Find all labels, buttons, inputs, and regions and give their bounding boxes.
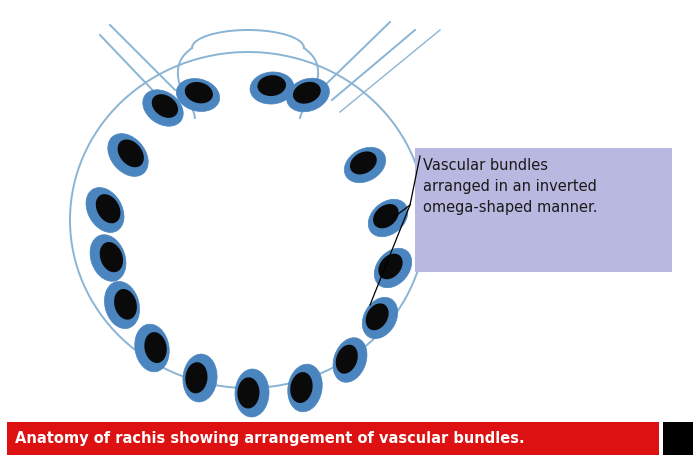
FancyBboxPatch shape [415,148,672,272]
Ellipse shape [369,199,408,237]
Ellipse shape [287,78,330,112]
Ellipse shape [108,134,149,177]
Ellipse shape [100,242,123,272]
Ellipse shape [336,345,358,374]
Ellipse shape [373,204,399,228]
Ellipse shape [235,369,269,417]
Ellipse shape [237,377,260,409]
Ellipse shape [183,354,217,402]
Text: Anatomy of rachis showing arrangement of vascular bundles.: Anatomy of rachis showing arrangement of… [15,431,525,446]
Ellipse shape [378,254,403,279]
Ellipse shape [176,79,219,111]
FancyBboxPatch shape [7,422,659,455]
Ellipse shape [90,235,126,281]
Ellipse shape [250,72,294,104]
Ellipse shape [152,94,178,118]
Ellipse shape [257,75,286,96]
Ellipse shape [366,303,389,330]
Ellipse shape [344,147,386,183]
Ellipse shape [293,82,321,103]
Ellipse shape [290,372,313,403]
Ellipse shape [362,297,398,339]
Ellipse shape [96,194,121,223]
Ellipse shape [118,139,144,167]
Ellipse shape [288,364,322,412]
Ellipse shape [185,82,213,103]
Ellipse shape [86,187,124,233]
Ellipse shape [104,281,139,329]
Ellipse shape [333,338,367,382]
Ellipse shape [143,90,183,126]
Ellipse shape [374,248,412,288]
Ellipse shape [135,324,169,372]
Ellipse shape [185,362,208,393]
FancyBboxPatch shape [663,422,693,455]
Ellipse shape [144,332,167,363]
Text: Vascular bundles
arranged in an inverted
omega-shaped manner.: Vascular bundles arranged in an inverted… [423,158,598,215]
Ellipse shape [350,151,377,174]
Ellipse shape [114,289,137,320]
